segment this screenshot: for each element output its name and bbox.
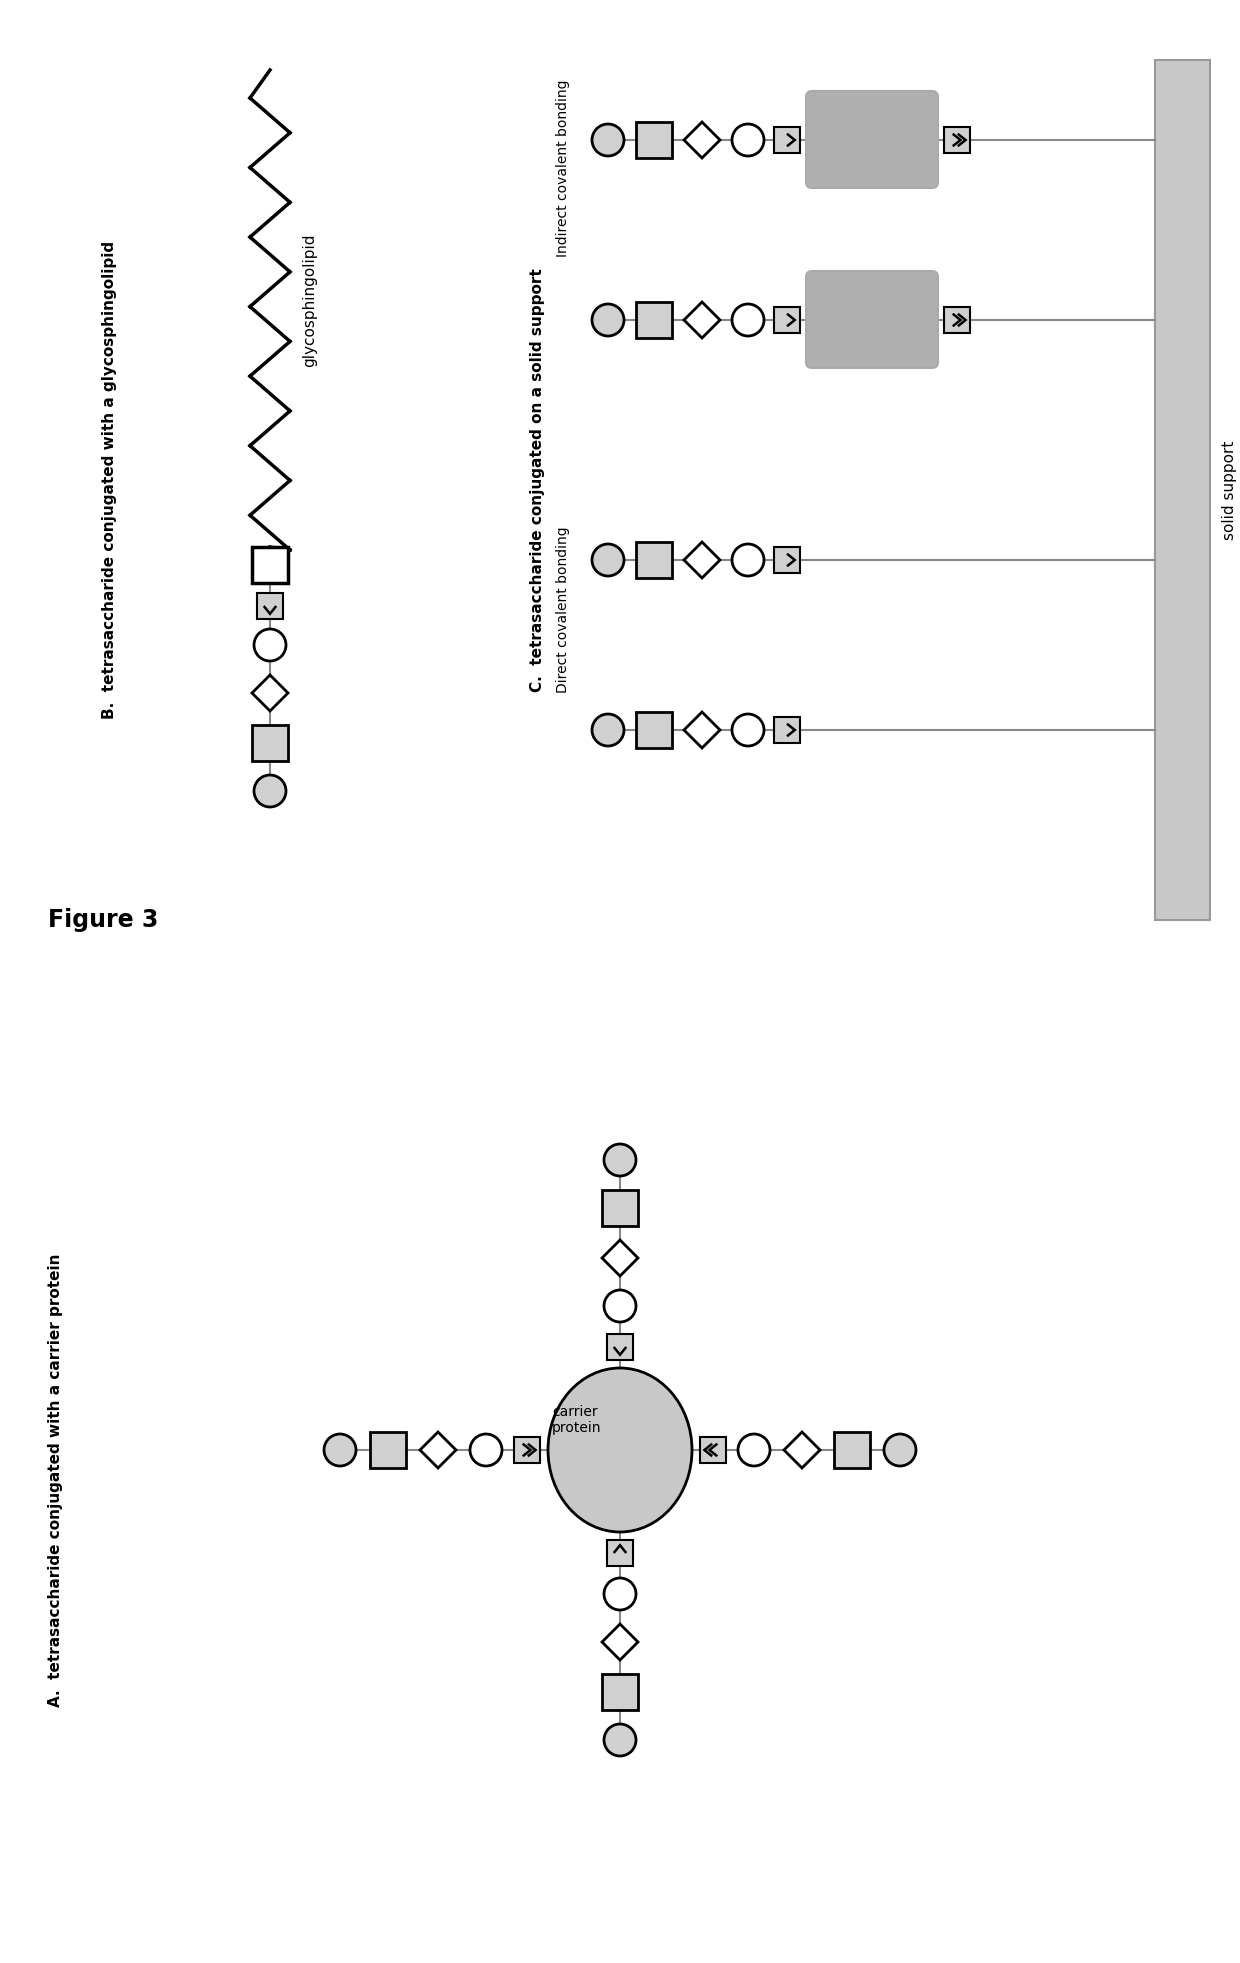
Polygon shape bbox=[684, 122, 720, 157]
Circle shape bbox=[738, 1435, 770, 1466]
Bar bbox=[774, 548, 800, 573]
Circle shape bbox=[604, 1724, 636, 1757]
FancyBboxPatch shape bbox=[806, 90, 937, 188]
Circle shape bbox=[732, 124, 764, 155]
Bar bbox=[252, 724, 288, 762]
Circle shape bbox=[324, 1435, 356, 1466]
Circle shape bbox=[604, 1578, 636, 1610]
Bar bbox=[252, 548, 288, 583]
Bar bbox=[636, 713, 672, 748]
Polygon shape bbox=[684, 713, 720, 748]
Bar bbox=[701, 1437, 725, 1462]
Bar bbox=[636, 302, 672, 338]
Bar bbox=[944, 128, 970, 153]
Polygon shape bbox=[601, 1623, 639, 1661]
Polygon shape bbox=[601, 1241, 639, 1276]
Bar bbox=[636, 542, 672, 577]
Bar bbox=[944, 306, 970, 334]
Circle shape bbox=[604, 1144, 636, 1176]
Bar bbox=[608, 1541, 632, 1566]
Circle shape bbox=[884, 1435, 916, 1466]
Circle shape bbox=[591, 304, 624, 336]
Polygon shape bbox=[420, 1431, 456, 1468]
Bar bbox=[601, 1674, 639, 1710]
Bar bbox=[515, 1437, 539, 1462]
Text: Indirect covalent bonding: Indirect covalent bonding bbox=[556, 79, 570, 257]
Polygon shape bbox=[252, 675, 288, 711]
Bar bbox=[636, 122, 672, 157]
Circle shape bbox=[604, 1290, 636, 1321]
Text: glycosphingolipid: glycosphingolipid bbox=[303, 234, 317, 367]
Circle shape bbox=[591, 124, 624, 155]
Bar bbox=[608, 1335, 632, 1360]
FancyBboxPatch shape bbox=[806, 271, 937, 367]
Text: Figure 3: Figure 3 bbox=[48, 909, 159, 932]
Bar bbox=[370, 1431, 405, 1468]
Bar bbox=[774, 716, 800, 744]
Circle shape bbox=[591, 544, 624, 575]
Text: B.  tetrasaccharide conjugated with a glycosphingolipid: B. tetrasaccharide conjugated with a gly… bbox=[102, 241, 117, 718]
Circle shape bbox=[732, 304, 764, 336]
Ellipse shape bbox=[548, 1368, 692, 1531]
Bar bbox=[835, 1431, 870, 1468]
Circle shape bbox=[732, 544, 764, 575]
Circle shape bbox=[254, 628, 286, 662]
Text: C.  tetrasaccharide conjugated on a solid support: C. tetrasaccharide conjugated on a solid… bbox=[529, 269, 546, 691]
Polygon shape bbox=[784, 1431, 820, 1468]
Bar bbox=[257, 593, 283, 618]
Circle shape bbox=[254, 775, 286, 807]
Circle shape bbox=[591, 715, 624, 746]
Circle shape bbox=[732, 715, 764, 746]
Bar bbox=[1154, 61, 1210, 921]
Polygon shape bbox=[684, 542, 720, 577]
Text: solid support: solid support bbox=[1221, 440, 1238, 540]
Circle shape bbox=[470, 1435, 502, 1466]
Text: carrier
protein: carrier protein bbox=[552, 1406, 601, 1435]
Text: A.  tetrasaccharide conjugated with a carrier protein: A. tetrasaccharide conjugated with a car… bbox=[48, 1252, 63, 1706]
Polygon shape bbox=[684, 302, 720, 338]
Bar bbox=[601, 1190, 639, 1227]
Text: Direct covalent bonding: Direct covalent bonding bbox=[556, 526, 570, 693]
Bar bbox=[774, 128, 800, 153]
Bar bbox=[774, 306, 800, 334]
